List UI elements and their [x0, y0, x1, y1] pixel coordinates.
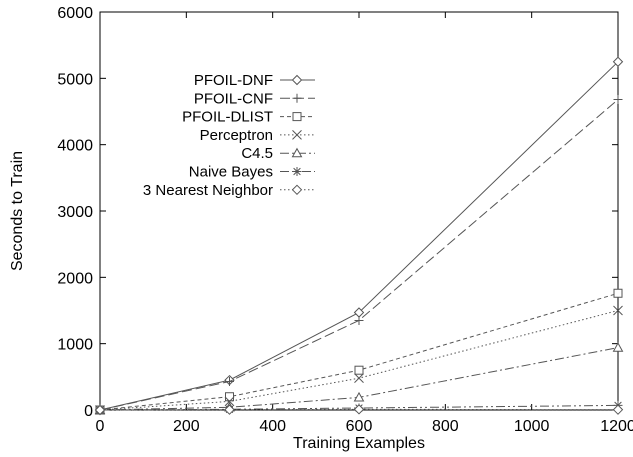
legend-marker [292, 112, 302, 122]
legend-marker [291, 74, 303, 86]
y-tick-label: 6000 [57, 5, 93, 22]
data-point-marker [354, 315, 364, 325]
data-point-marker [94, 404, 106, 416]
series-line [99, 61, 619, 411]
x-tick-label: 400 [259, 418, 286, 435]
data-point-marker [354, 365, 364, 375]
x-tick-label: 800 [432, 418, 459, 435]
y-tick-label: 5000 [57, 71, 93, 88]
x-tick-label: 600 [346, 418, 373, 435]
axis-ticks: 0 200 400 600 800 1000 1200 0 1000 2000 3000 4000 50… [57, 5, 633, 435]
series-line [99, 347, 619, 411]
data-point-marker [612, 342, 624, 352]
legend-label: PFOIL-CNF [194, 90, 273, 107]
series-pfoil-dnf [94, 56, 624, 416]
y-tick-label: 3000 [57, 204, 93, 221]
data-point-marker [224, 404, 235, 415]
legend-marker [292, 167, 302, 176]
legend-marker [292, 130, 302, 140]
data-point-marker [613, 95, 623, 105]
data-point-marker [613, 288, 623, 298]
series-layer [94, 56, 624, 416]
data-point-marker [225, 392, 234, 402]
data-point-marker [224, 396, 235, 407]
series-line [99, 404, 619, 411]
legend-entry: PFOIL-DLIST [182, 109, 315, 126]
legend-label: PFOIL-DNF [194, 72, 273, 89]
x-tick-label: 200 [173, 418, 200, 435]
plot-frame [99, 11, 619, 411]
legend-entry: C4.5 [241, 145, 315, 162]
legend-entry: PFOIL-DNF [194, 72, 315, 89]
series-line [99, 408, 619, 411]
legend-label: C4.5 [241, 145, 273, 162]
x-tick-label: 0 [96, 418, 105, 435]
legend-marker [291, 184, 303, 196]
legend-label: Perceptron [200, 127, 273, 144]
y-tick-label: 4000 [57, 138, 93, 155]
x-tick-label: 1200 [600, 418, 633, 435]
legend-entry: 3 Nearest Neighbor [143, 182, 315, 199]
x-axis-title: Training Examples [293, 435, 425, 452]
y-axis-title: Seconds to Train [9, 151, 26, 271]
y-tick-label: 1000 [57, 337, 93, 354]
data-point-marker [613, 305, 623, 316]
legend-entry: PFOIL-CNF [194, 90, 315, 107]
series-line [99, 310, 619, 411]
series-3-nearest-neighbor [94, 404, 624, 416]
legend-entry: Naive Bayes [189, 164, 315, 181]
data-point-marker [353, 404, 365, 415]
data-point-marker [225, 376, 234, 386]
y-tick-label: 2000 [57, 270, 93, 287]
data-point-marker [612, 56, 624, 67]
legend-marker [292, 93, 302, 103]
data-point-marker [354, 373, 364, 384]
series-line [99, 292, 619, 411]
legend-label: Naive Bayes [189, 164, 273, 181]
data-point-marker [353, 391, 365, 402]
legend-label: 3 Nearest Neighbor [143, 182, 273, 199]
legend-label: PFOIL-DLIST [182, 109, 273, 126]
series-line [99, 99, 619, 411]
legend-entry: Perceptron [200, 127, 315, 144]
y-tick-label: 0 [84, 403, 93, 420]
data-point-marker [612, 404, 624, 415]
legend-marker [291, 147, 303, 158]
x-tick-label: 1000 [514, 418, 550, 435]
